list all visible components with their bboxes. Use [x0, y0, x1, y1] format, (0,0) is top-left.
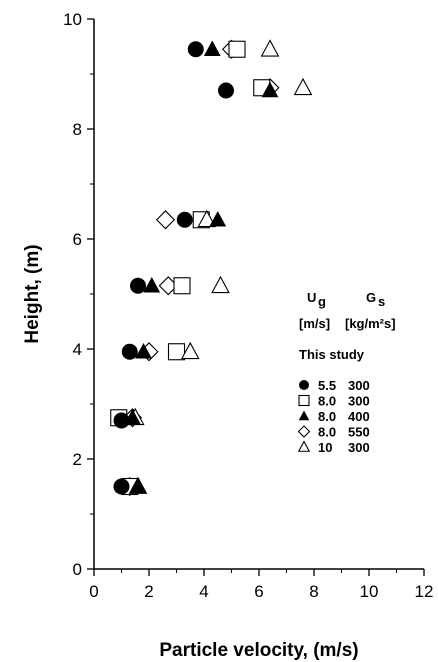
- legend-ug-value: 5.5: [318, 378, 336, 393]
- data-point-triangle-filled: [261, 81, 279, 98]
- y-tick-label: 4: [73, 340, 82, 359]
- data-point-triangle-filled: [124, 408, 141, 425]
- y-axis-title: Height, (m): [22, 244, 43, 343]
- data-point-square-open: [173, 277, 191, 295]
- data-points: [110, 39, 313, 497]
- legend-marker-circle-filled: [299, 380, 309, 390]
- legend-ug-value: 10: [318, 440, 332, 455]
- y-tick-label: 0: [73, 560, 82, 579]
- data-point-circle-filled: [113, 478, 130, 495]
- data-point-square-open: [167, 343, 186, 361]
- legend-ug-value: 8.0: [318, 394, 336, 409]
- legend-gs-value: 300: [348, 378, 370, 393]
- x-tick-label: 0: [89, 582, 98, 601]
- data-point-triangle-filled: [135, 342, 152, 359]
- legend-header-ug: U: [307, 290, 316, 305]
- ticks: 0 2 4 6 8 10 12 0 2 4 6 8 10: [63, 10, 433, 601]
- data-point-triangle-open: [197, 209, 217, 228]
- data-point-square-open: [228, 40, 246, 58]
- x-tick-label: 8: [309, 582, 318, 601]
- x-tick-label: 12: [415, 582, 434, 601]
- legend-gs-value: 300: [348, 394, 370, 409]
- legend-unit-ug: [m/s]: [299, 316, 330, 331]
- x-tick-label: 10: [360, 582, 379, 601]
- data-point-triangle-filled: [143, 276, 161, 293]
- legend-header-gs-subscript: s: [378, 294, 385, 309]
- x-tick-label: 2: [144, 582, 153, 601]
- legend-marker-triangle-open: [297, 440, 311, 452]
- data-point-triangle-filled: [209, 210, 227, 227]
- legend-ug-value: 8.0: [318, 409, 336, 424]
- y-tick-label: 6: [73, 230, 82, 249]
- data-point-circle-filled: [121, 343, 138, 360]
- legend-marker-diamond-open: [297, 425, 311, 438]
- x-tick-label: 6: [254, 582, 263, 601]
- data-point-circle-filled: [187, 41, 204, 58]
- x-tick-label: 4: [199, 582, 208, 601]
- data-point-circle-filled: [130, 277, 146, 294]
- data-point-diamond-open: [155, 210, 176, 230]
- data-point-triangle-open: [180, 341, 200, 360]
- data-point-circle-filled: [176, 211, 193, 228]
- x-axis-title: Particle velocity, (m/s): [159, 640, 358, 661]
- y-tick-label: 2: [73, 450, 82, 469]
- legend-study-label: This study: [299, 347, 365, 362]
- data-point-triangle-filled: [129, 477, 147, 494]
- data-point-triangle-open: [293, 77, 313, 96]
- data-point-triangle-open: [260, 39, 280, 57]
- data-point-circle-filled: [218, 82, 234, 99]
- data-point-triangle-open: [211, 275, 230, 294]
- legend-unit-gs: [kg/m²s]: [345, 316, 396, 331]
- y-tick-label: 10: [63, 10, 82, 29]
- y-tick-label: 8: [73, 120, 82, 139]
- legend-marker-triangle-filled: [298, 410, 310, 421]
- legend-gs-value: 550: [348, 425, 370, 440]
- data-point-triangle-filled: [203, 40, 221, 57]
- legend-header-ug-subscript: g: [318, 294, 326, 309]
- legend-marker-square-open: [298, 394, 310, 407]
- legend-gs-value: 400: [348, 409, 370, 424]
- legend-header-gs: G: [366, 290, 376, 305]
- legend-gs-value: 300: [348, 440, 370, 455]
- legend-ug-value: 8.0: [318, 425, 336, 440]
